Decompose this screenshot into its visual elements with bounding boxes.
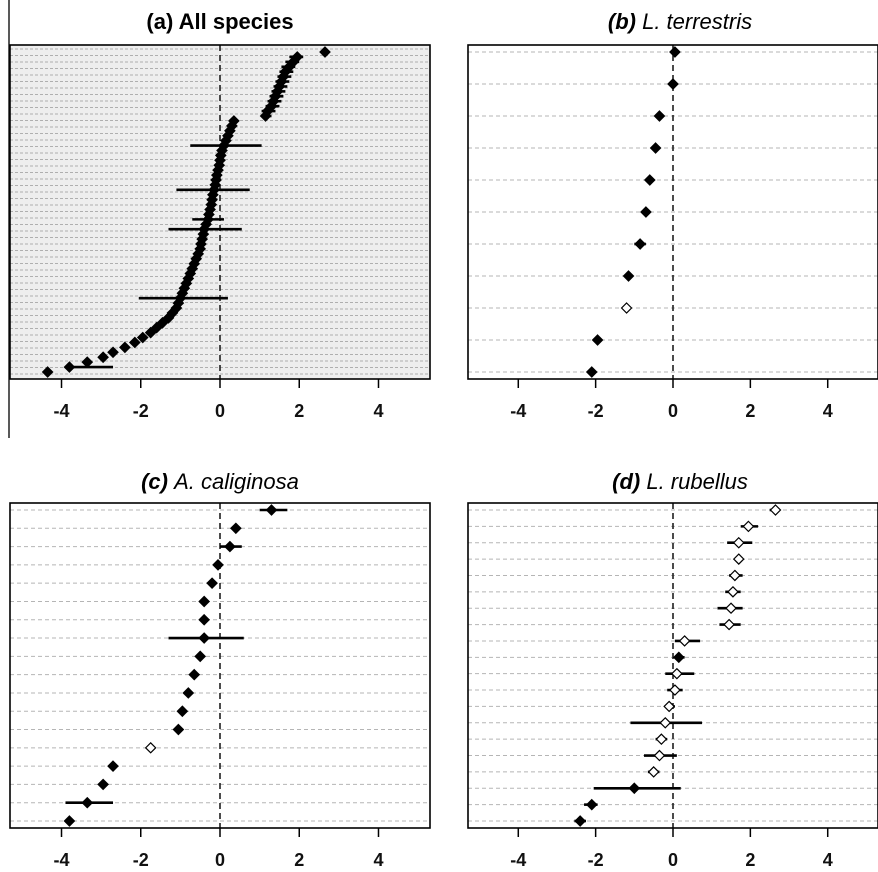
point-marker <box>653 110 666 122</box>
point-marker <box>585 366 598 378</box>
panel-c-title-prefix: (c) <box>141 469 168 494</box>
panel-c: (c) A. caliginosa -4 -2 0 2 4 <box>9 469 431 870</box>
panel-c-title-name: A. caliginosa <box>172 469 299 494</box>
point-marker <box>732 536 745 549</box>
point-marker <box>667 78 679 90</box>
x-tick-label: -2 <box>588 850 604 870</box>
x-tick-label: 4 <box>823 850 833 870</box>
point-marker <box>732 553 745 565</box>
panel-d: (d) L. rubellus -4 -2 0 2 4 <box>467 469 878 870</box>
point-marker <box>198 632 210 644</box>
point-marker <box>144 326 157 339</box>
x-tick-label: -4 <box>54 850 70 870</box>
x-tick-label: 0 <box>215 850 225 870</box>
x-tick-label: 0 <box>215 401 225 421</box>
point-marker <box>319 46 331 58</box>
point-marker <box>574 815 587 827</box>
point-marker <box>172 723 185 736</box>
point-marker <box>162 311 175 324</box>
x-tick-label: -2 <box>133 850 149 870</box>
point-marker <box>206 577 218 590</box>
point-marker <box>182 687 195 699</box>
point-marker <box>591 334 604 346</box>
point-marker <box>63 361 76 373</box>
x-tick-label: 2 <box>294 850 304 870</box>
point-marker <box>156 316 169 329</box>
point-marker <box>41 366 54 378</box>
panel-d-title-prefix: (d) <box>612 469 640 494</box>
point-marker <box>643 174 656 186</box>
point-marker <box>119 341 131 354</box>
point-marker <box>188 668 201 681</box>
point-marker <box>81 796 94 809</box>
point-marker <box>649 142 662 154</box>
panel-a-title-name: All species <box>179 9 294 34</box>
x-tick-label: 4 <box>373 401 383 421</box>
point-marker <box>144 741 157 754</box>
point-marker <box>727 585 739 598</box>
point-marker <box>259 110 272 122</box>
x-tick-label: -4 <box>510 850 526 870</box>
point-marker <box>634 238 646 250</box>
point-marker <box>194 650 207 663</box>
x-tick-label: -2 <box>133 401 149 421</box>
x-tick-label: -4 <box>510 401 526 421</box>
panel-b-title-name: L. terrestris <box>642 9 752 34</box>
panel-b-title-prefix: (b) <box>608 9 636 34</box>
point-marker <box>678 635 691 647</box>
point-marker <box>230 522 242 535</box>
point-marker <box>136 331 149 344</box>
point-marker <box>622 270 635 282</box>
point-marker <box>628 782 641 795</box>
panel-b-title: (b) L. terrestris <box>608 9 752 34</box>
point-marker <box>659 716 672 729</box>
panel-d-title-name: L. rubellus <box>646 469 748 494</box>
x-tick-label: 0 <box>668 850 678 870</box>
point-marker <box>672 651 685 664</box>
x-tick-label: 2 <box>745 401 755 421</box>
panel-a-title-prefix: (a) <box>146 9 173 34</box>
point-marker <box>647 766 660 778</box>
point-marker <box>742 520 755 533</box>
point-marker <box>725 602 737 615</box>
point-marker <box>265 504 278 516</box>
panel-a-title: (a) All species <box>146 9 293 34</box>
panel-b: (b) L. terrestris -4 -2 0 2 4 <box>467 9 878 421</box>
point-marker <box>107 346 119 359</box>
x-tick-label: 2 <box>294 401 304 421</box>
point-marker <box>663 700 675 713</box>
x-tick-label: -4 <box>54 401 70 421</box>
panel-a: (a) All species -4 -2 0 2 4 <box>9 9 431 421</box>
point-marker <box>63 815 76 827</box>
panel-c-title: (c) A. caliginosa <box>141 469 299 494</box>
point-marker <box>669 684 681 696</box>
point-marker <box>585 798 598 811</box>
point-marker <box>671 667 683 680</box>
panel-d-title: (d) L. rubellus <box>612 469 748 494</box>
point-marker <box>97 778 109 791</box>
point-marker <box>653 749 666 762</box>
point-marker <box>198 613 210 626</box>
point-marker <box>723 618 735 631</box>
point-marker <box>128 336 141 349</box>
x-tick-label: 4 <box>373 850 383 870</box>
point-marker <box>212 559 224 571</box>
point-marker <box>107 760 119 772</box>
point-marker <box>97 351 109 364</box>
point-marker <box>224 540 236 553</box>
point-marker <box>729 569 741 582</box>
point-marker <box>640 206 652 218</box>
point-marker <box>620 302 633 314</box>
x-tick-label: 0 <box>668 401 678 421</box>
point-marker <box>769 504 782 516</box>
point-marker <box>176 705 189 718</box>
point-marker <box>150 321 163 334</box>
point-marker <box>669 46 681 58</box>
x-tick-label: 2 <box>745 850 755 870</box>
point-marker <box>655 733 668 746</box>
x-tick-label: 4 <box>823 401 833 421</box>
point-marker <box>198 595 210 608</box>
x-tick-label: -2 <box>588 401 604 421</box>
